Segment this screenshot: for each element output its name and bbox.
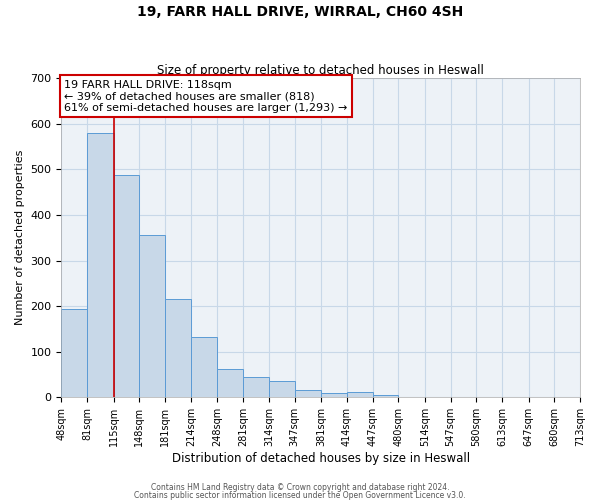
Bar [321,393,347,398]
Title: Size of property relative to detached houses in Heswall: Size of property relative to detached ho… [157,64,484,77]
Bar [295,390,321,398]
Text: 19 FARR HALL DRIVE: 118sqm
← 39% of detached houses are smaller (818)
61% of sem: 19 FARR HALL DRIVE: 118sqm ← 39% of deta… [64,80,347,113]
Bar [269,382,295,398]
Y-axis label: Number of detached properties: Number of detached properties [15,150,25,326]
Bar [61,309,87,398]
Bar [139,235,165,398]
Bar [113,176,139,398]
Bar [347,392,373,398]
Text: Contains HM Land Registry data © Crown copyright and database right 2024.: Contains HM Land Registry data © Crown c… [151,483,449,492]
Bar [191,337,217,398]
Text: Contains public sector information licensed under the Open Government Licence v3: Contains public sector information licen… [134,490,466,500]
Bar [87,133,113,398]
Bar [373,395,398,398]
Bar [165,299,191,398]
X-axis label: Distribution of detached houses by size in Heswall: Distribution of detached houses by size … [172,452,470,465]
Bar [217,368,243,398]
Text: 19, FARR HALL DRIVE, WIRRAL, CH60 4SH: 19, FARR HALL DRIVE, WIRRAL, CH60 4SH [137,5,463,19]
Bar [243,378,269,398]
